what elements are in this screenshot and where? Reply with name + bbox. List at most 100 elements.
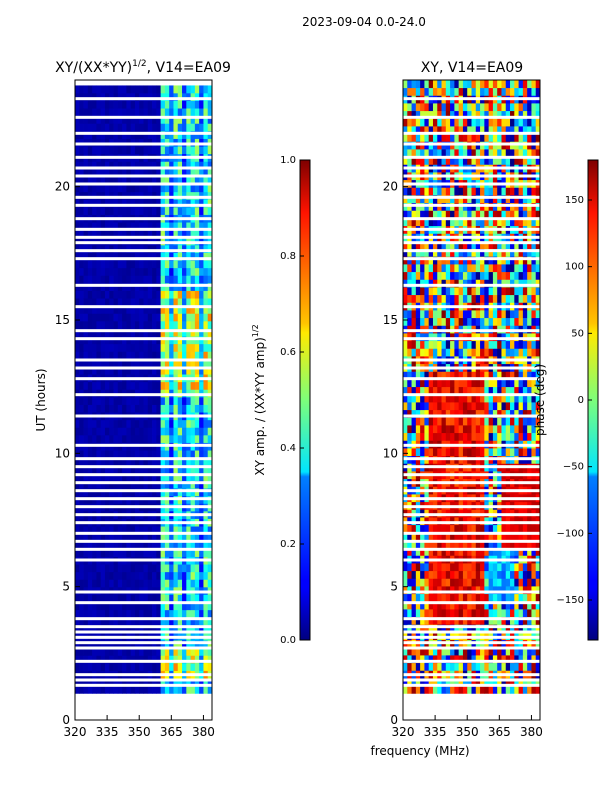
left-heatmap-cell — [207, 571, 213, 580]
left-heatmap-cell — [104, 404, 110, 413]
left-heatmap-cell — [117, 647, 123, 656]
left-heatmap-cell — [173, 457, 179, 466]
right-heatmap-cell — [458, 586, 464, 595]
left-heatmap-cell — [147, 678, 153, 687]
left-heatmap-cell — [182, 533, 187, 542]
right-heatmap-cell — [458, 133, 464, 142]
right-heatmap-cell — [411, 348, 417, 357]
left-heatmap-cell — [96, 609, 102, 618]
left-heatmap-cell — [182, 419, 187, 428]
right-heatmap-cell — [505, 517, 511, 526]
left-heatmap-cell — [117, 602, 123, 611]
right-heatmap-cell — [471, 647, 477, 656]
right-heatmap-cell — [535, 264, 541, 273]
left-heatmap-cell — [143, 662, 149, 671]
right-heatmap-cell — [535, 133, 541, 142]
left-heatmap-cell — [113, 130, 119, 139]
right-heatmap-cell — [445, 133, 451, 142]
left-heatmap-cell — [186, 678, 191, 687]
left-heatmap-cell — [75, 222, 80, 231]
right-heatmap-cell — [475, 578, 481, 587]
right-heatmap-cell — [437, 271, 442, 280]
left-heatmap-cell — [100, 252, 106, 261]
right-heatmap-cell — [458, 425, 464, 434]
right-heatmap-cell — [505, 417, 511, 426]
left-heatmap-cell — [156, 351, 162, 360]
left-heatmap-cell — [182, 184, 187, 193]
right-heatmap-cell — [514, 287, 519, 296]
right-heatmap-cell — [437, 210, 442, 219]
left-heatmap-cell — [182, 92, 187, 101]
left-heatmap-cell — [96, 199, 102, 208]
right-heatmap-cell — [411, 256, 417, 265]
right-heatmap-cell — [467, 386, 472, 395]
left-x-axis: 320 335 350 365 380 — [64, 715, 215, 739]
left-heatmap-cell — [100, 678, 106, 687]
left-heatmap-cell — [130, 130, 136, 139]
left-heatmap-cell — [143, 320, 149, 329]
right-heatmap-cell — [484, 156, 490, 165]
left-heatmap-cell — [96, 343, 102, 352]
left-heatmap-cell — [199, 594, 204, 603]
left-heatmap-cell — [122, 176, 127, 185]
left-heatmap-cell — [87, 161, 93, 170]
left-heatmap-cell — [139, 419, 144, 428]
left-heatmap-cell — [199, 267, 204, 276]
left-heatmap-cell — [164, 434, 170, 443]
right-heatmap-cell — [420, 195, 425, 204]
right-heatmap-cell — [518, 348, 524, 357]
left-heatmap-cell — [143, 199, 149, 208]
left-heatmap-cell — [152, 161, 157, 170]
left-heatmap-cell — [207, 655, 213, 664]
left-heatmap-cell — [139, 541, 144, 550]
right-heatmap-cell — [475, 317, 481, 326]
right-heatmap-cell — [510, 402, 515, 411]
left-heatmap-cell — [147, 480, 153, 489]
left-heatmap-cell — [143, 427, 149, 436]
right-heatmap-cell — [454, 402, 460, 411]
right-heatmap-cell — [441, 187, 447, 196]
left-heatmap-cell — [152, 381, 157, 390]
right-heatmap-cell — [467, 133, 472, 142]
right-heatmap-cell — [510, 593, 515, 602]
right-heatmap-cell — [510, 294, 515, 303]
left-heatmap-cell — [104, 222, 110, 231]
left-heatmap-cell — [207, 267, 213, 276]
right-heatmap-cell — [450, 287, 455, 296]
left-heatmap-cell — [156, 222, 162, 231]
right-heatmap-cell — [462, 586, 468, 595]
left-heatmap-cell — [75, 678, 80, 687]
right-heatmap-cell — [497, 210, 502, 219]
left-heatmap-cell — [199, 457, 204, 466]
left-heatmap-cell — [83, 267, 89, 276]
left-heatmap-cell — [87, 252, 93, 261]
left-heatmap-cell — [122, 260, 127, 269]
right-heatmap-cell — [420, 563, 425, 572]
right-heatmap-cell — [484, 417, 490, 426]
right-heatmap-cell — [497, 271, 502, 280]
left-heatmap-cell — [194, 366, 200, 375]
left-heatmap-cell — [134, 206, 140, 215]
left-heatmap-cell — [109, 579, 114, 588]
left-heatmap-cell — [152, 343, 157, 352]
left-heatmap-cell — [113, 260, 119, 269]
left-heatmap-cell — [190, 685, 196, 694]
left-heatmap-cell — [92, 100, 97, 109]
right-heatmap-cell — [531, 417, 537, 426]
left-heatmap-cell — [164, 609, 170, 618]
right-heatmap-cell — [467, 149, 472, 158]
left-heatmap-cell — [156, 381, 162, 390]
right-heatmap-cell — [420, 279, 425, 288]
right-heatmap-cell — [467, 187, 472, 196]
left-heatmap-cell — [134, 100, 140, 109]
left-heatmap-cell — [126, 176, 132, 185]
left-heatmap-cell — [134, 678, 140, 687]
left-heatmap-cell — [203, 571, 209, 580]
right-heatmap-cell — [501, 448, 507, 457]
left-heatmap-cell — [126, 328, 132, 337]
left-heatmap-cell — [173, 229, 179, 238]
left-heatmap-cell — [117, 381, 123, 390]
left-heatmap-cell — [143, 465, 149, 474]
left-heatmap-cell — [134, 594, 140, 603]
left-heatmap-cell — [203, 404, 209, 413]
